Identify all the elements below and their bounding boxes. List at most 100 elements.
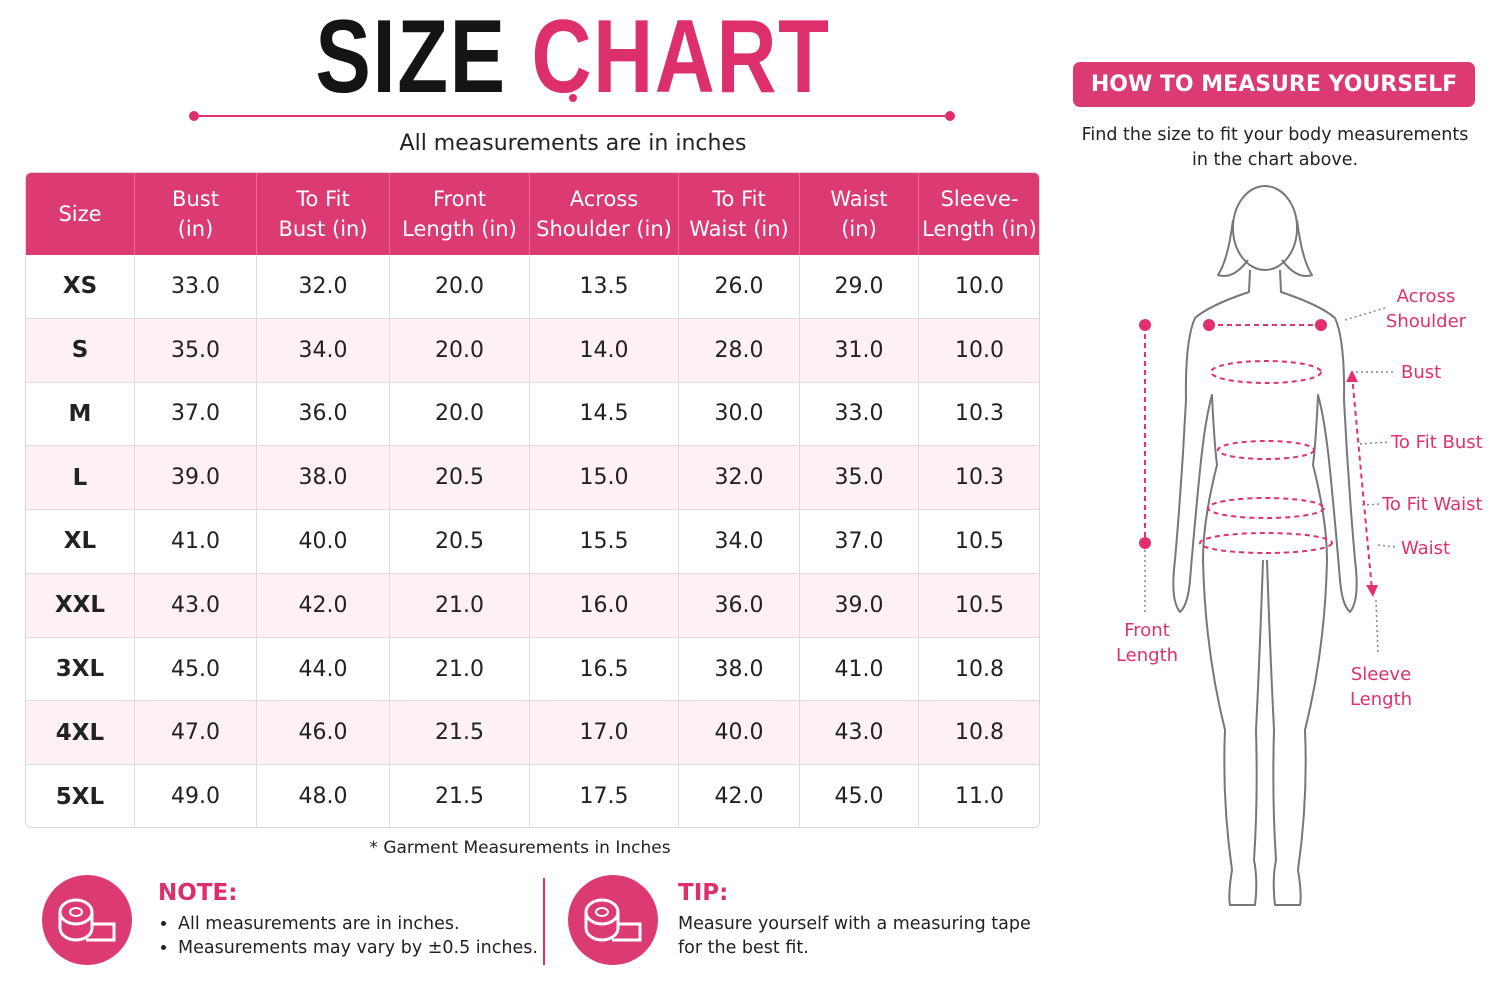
table-cell: 40.0	[257, 510, 390, 574]
tape-icon	[42, 875, 132, 965]
table-cell: 45.0	[135, 637, 257, 702]
note-title: NOTE:	[158, 880, 238, 906]
table-cell: 37.0	[135, 382, 257, 447]
table-cell: 10.5	[919, 510, 1039, 574]
table-cell: 47.0	[135, 701, 257, 766]
table-cell: 42.0	[679, 765, 800, 827]
note: NOTE: All measurements are in inches.Mea…	[158, 880, 538, 960]
table-cell: 40.0	[679, 701, 800, 766]
header-line: Size	[58, 202, 102, 226]
table-cell: 21.5	[390, 701, 530, 766]
footnote: * Garment Measurements in Inches	[369, 838, 671, 858]
table-cell: 30.0	[679, 382, 800, 447]
measure-label: Length	[1350, 689, 1412, 710]
table-cell: 39.0	[135, 446, 257, 511]
table-cell: 34.0	[257, 318, 390, 383]
table-cell: 10.8	[919, 701, 1039, 766]
table-cell: 33.0	[135, 255, 257, 319]
table-cell: 5XL	[26, 765, 135, 827]
table-cell: 33.0	[800, 382, 919, 447]
tape-icon	[568, 875, 658, 965]
tip: TIP: Measure yourself with a measuring t…	[678, 880, 1031, 960]
table-cell: 35.0	[800, 446, 919, 511]
table-cell: 43.0	[135, 573, 257, 638]
measure-label: Shoulder	[1386, 311, 1467, 332]
table-cell: 36.0	[679, 573, 800, 638]
table-cell: 13.5	[530, 255, 679, 319]
table-cell: 38.0	[257, 446, 390, 511]
table-cell: 39.0	[800, 573, 919, 638]
table-cell: 42.0	[257, 573, 390, 638]
table-cell: L	[26, 446, 135, 511]
header-cell: Across Shoulder (in)	[530, 173, 679, 255]
header-cell: Size	[26, 173, 135, 255]
table-cell: 21.5	[390, 765, 530, 827]
table-cell: 10.0	[919, 255, 1039, 319]
table-cell: 41.0	[800, 637, 919, 702]
tip-title: TIP:	[678, 880, 729, 906]
table-cell: 10.3	[919, 382, 1039, 447]
measure-label: To Fit Bust	[1390, 432, 1483, 453]
header-line: (in)	[841, 217, 877, 241]
table-cell: 46.0	[257, 701, 390, 766]
guide-text: Find the size to fit your body measureme…	[1060, 123, 1490, 173]
table-cell: 20.5	[390, 510, 530, 574]
measure-label: Across	[1397, 286, 1456, 307]
table-cell: 34.0	[679, 510, 800, 574]
table-cell: 37.0	[800, 510, 919, 574]
table-cell: 31.0	[800, 318, 919, 383]
table-cell: 38.0	[679, 637, 800, 702]
table-cell: 49.0	[135, 765, 257, 827]
header-cell: To Fit Bust (in)	[257, 173, 390, 255]
table-cell: 20.5	[390, 446, 530, 511]
measure-label: Waist	[1401, 538, 1450, 559]
table-cell: 35.0	[135, 318, 257, 383]
header-cell: Front Length (in)	[390, 173, 530, 255]
table-cell: 28.0	[679, 318, 800, 383]
title-part: SIZE	[315, 0, 507, 115]
table-cell: 48.0	[257, 765, 390, 827]
table-cell: 43.0	[800, 701, 919, 766]
header-cell: Waist (in)	[800, 173, 919, 255]
table-cell: 15.5	[530, 510, 679, 574]
header-line: Across	[569, 187, 639, 211]
note-item: Measurements may vary by ±0.5 inches.	[178, 936, 538, 960]
table-cell: XL	[26, 510, 135, 574]
table-cell: 21.0	[390, 637, 530, 702]
header-line: Waist (in)	[689, 217, 789, 241]
header-line: Bust	[172, 187, 219, 211]
table-cell: 10.5	[919, 573, 1039, 638]
table-cell: 20.0	[390, 318, 530, 383]
header-line: To Fit	[296, 187, 350, 211]
subtitle: All measurements are in inches	[399, 131, 747, 156]
header-line: Front	[432, 187, 487, 211]
measure-label: Bust	[1401, 362, 1441, 383]
table-cell: XXL	[26, 573, 135, 638]
guide-title: HOW TO MEASURE YOURSELF	[1073, 62, 1475, 107]
header-line: Bust (in)	[278, 217, 368, 241]
measure-lines	[1144, 324, 1373, 591]
title-part: CHART	[531, 0, 831, 115]
table-cell: M	[26, 382, 135, 447]
header-line: Length (in)	[402, 217, 517, 241]
tip-line: Measure yourself with a measuring tape	[678, 914, 1031, 934]
header-line: (in)	[177, 217, 214, 241]
header-cell: Sleeve- Length (in)	[919, 173, 1039, 255]
table-cell: 16.0	[530, 573, 679, 638]
table-cell: S	[26, 318, 135, 383]
table-cell: 3XL	[26, 637, 135, 702]
table-cell: 4XL	[26, 701, 135, 766]
tip-line: for the best fit.	[678, 938, 809, 958]
table-cell: XS	[26, 255, 135, 319]
title: SIZE CHART	[115, 2, 1032, 112]
header-line: Waist	[830, 187, 888, 211]
table-cell: 17.0	[530, 701, 679, 766]
table-cell: 11.0	[919, 765, 1039, 827]
table-cell: 29.0	[800, 255, 919, 319]
guide-line: in the chart above.	[1191, 150, 1359, 170]
body-figure	[1172, 185, 1358, 906]
measure-label: Length	[1116, 645, 1178, 666]
table-cell: 44.0	[257, 637, 390, 702]
